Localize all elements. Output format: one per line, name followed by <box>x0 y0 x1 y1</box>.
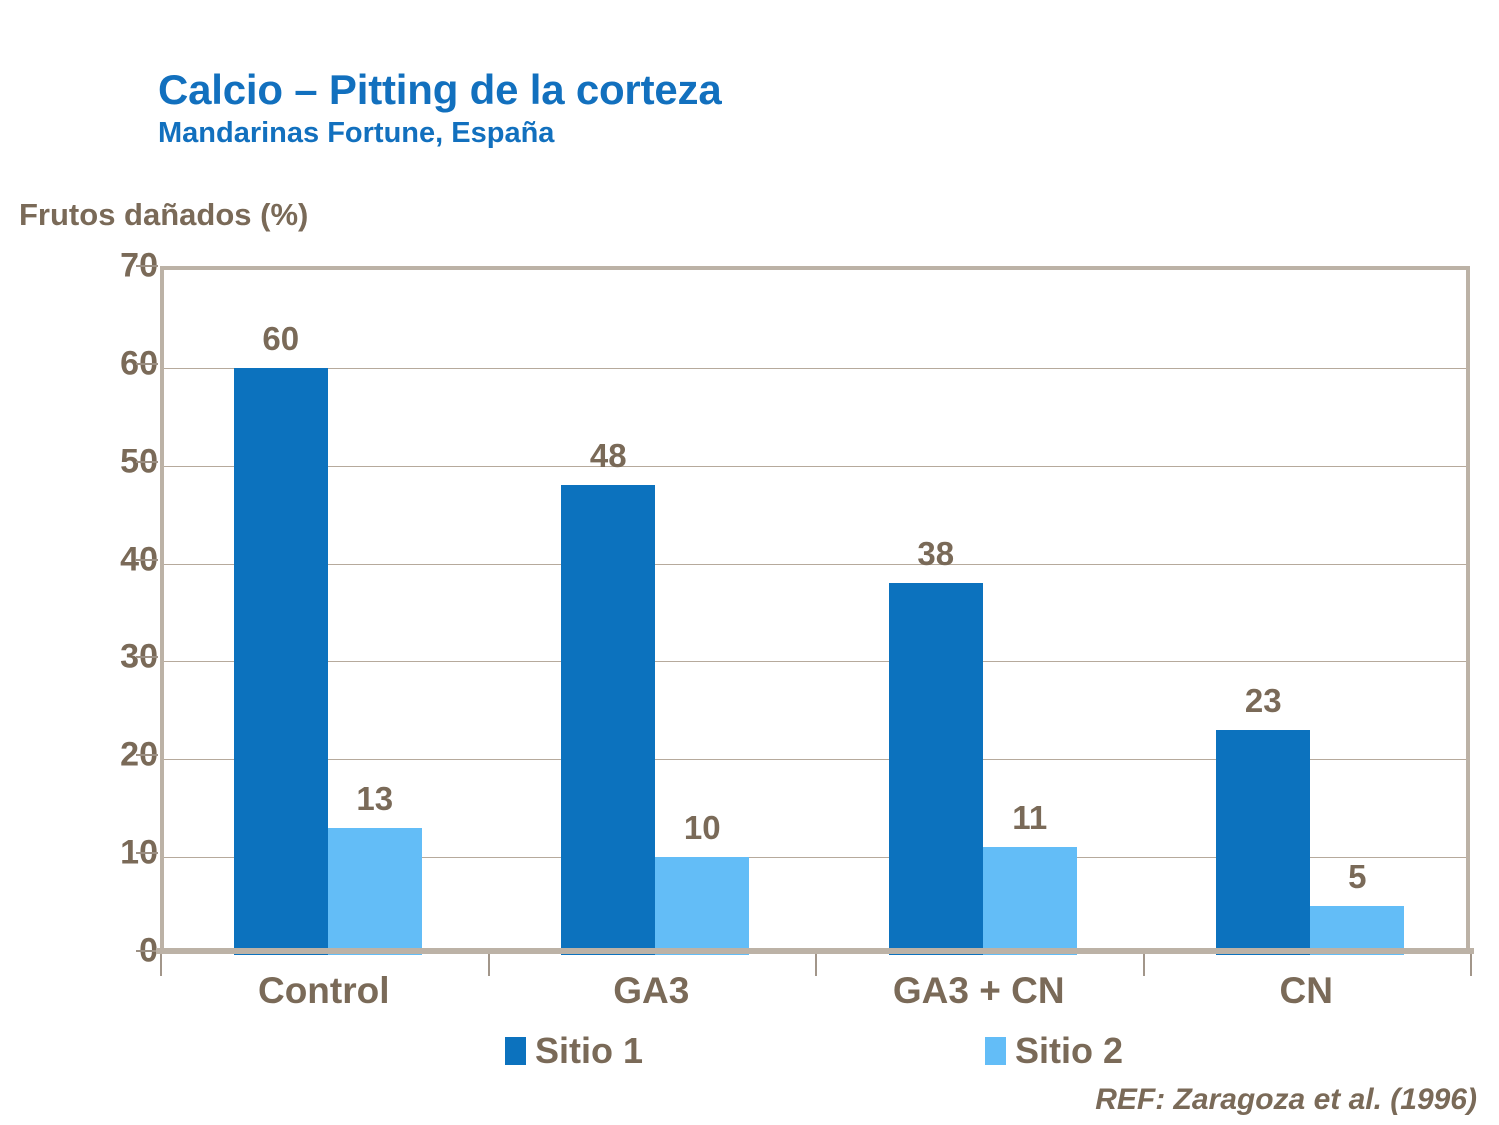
y-tick-mark <box>136 754 158 757</box>
y-tick-mark <box>136 852 158 855</box>
x-tick-mark <box>160 954 162 976</box>
y-axis: 70 60 50 40 30 20 10 0 <box>0 0 158 1125</box>
gridline <box>164 759 1466 761</box>
x-category-label: CN <box>1279 970 1333 1011</box>
bar-value-label: 10 <box>683 809 721 847</box>
y-tick-mark <box>136 460 158 463</box>
x-tick-mark <box>487 954 490 976</box>
bar[interactable] <box>982 847 1077 955</box>
page-subtitle: Mandarinas Fortune, España <box>158 117 555 150</box>
legend-item-2[interactable]: Sitio 2 <box>985 1033 1123 1069</box>
gridline <box>164 661 1466 663</box>
bar-value-label: 48 <box>589 437 627 475</box>
bar[interactable] <box>888 583 983 955</box>
bar[interactable] <box>1216 729 1311 955</box>
legend-swatch-icon <box>505 1037 526 1065</box>
x-category-label: Control <box>257 970 390 1011</box>
bar-value-label: 11 <box>1012 799 1048 837</box>
bar-value-label: 23 <box>1244 681 1282 719</box>
plot-area: 60 13 48 10 38 11 23 5 <box>160 266 1470 955</box>
y-tick-mark <box>136 950 158 952</box>
title-block: Calcio – Pitting de la corteza Mandarina… <box>158 66 1358 150</box>
x-category-label: GA3 + CN <box>892 970 1065 1011</box>
x-tick-mark <box>815 954 817 976</box>
x-axis-baseline <box>156 948 1474 954</box>
y-tick-mark <box>136 362 158 365</box>
y-tick-mark <box>136 558 158 561</box>
x-tick-mark <box>1470 954 1472 976</box>
chart-legend: Sitio 1 Sitio 2 <box>0 1033 1499 1081</box>
bar[interactable] <box>561 485 656 955</box>
bar-value-label: 13 <box>356 779 394 817</box>
plot-inner: 60 13 48 10 38 11 23 5 <box>164 270 1466 955</box>
gridline <box>164 563 1466 565</box>
legend-label: Sitio 2 <box>1015 1030 1124 1071</box>
bar[interactable] <box>327 827 422 955</box>
bar[interactable] <box>1310 906 1405 955</box>
gridline <box>164 465 1466 467</box>
bar-value-label: 38 <box>917 535 955 573</box>
page-title: Calcio – Pitting de la corteza <box>158 66 722 113</box>
y-tick-mark <box>136 265 158 267</box>
y-tick-mark <box>136 656 158 659</box>
gridline <box>164 367 1466 369</box>
legend-label: Sitio 1 <box>535 1030 644 1071</box>
legend-item-1[interactable]: Sitio 1 <box>505 1033 643 1069</box>
bar[interactable] <box>233 367 328 955</box>
reference-note: REF: Zaragoza et al. (1996) <box>1095 1083 1477 1116</box>
bar-value-label: 5 <box>1348 858 1367 896</box>
bar-value-label: 60 <box>262 319 300 357</box>
x-category-label: GA3 <box>613 970 690 1011</box>
gridline <box>164 857 1466 859</box>
y-axis-title: Frutos dañados (%) <box>19 197 309 232</box>
bar[interactable] <box>655 857 750 955</box>
x-tick-mark <box>1142 954 1145 976</box>
legend-swatch-icon <box>985 1037 1006 1065</box>
